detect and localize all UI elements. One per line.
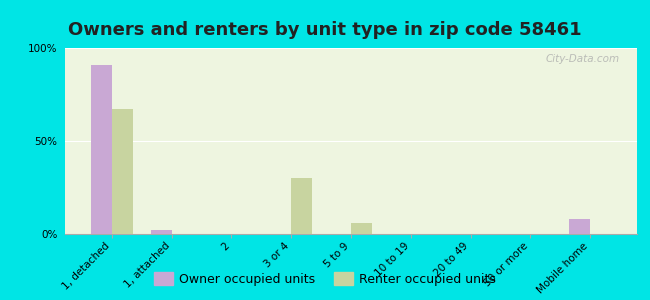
Bar [569,219,590,234]
Text: City-Data.com: City-Data.com [546,54,620,64]
Legend: Owner occupied units, Renter occupied units: Owner occupied units, Renter occupied un… [149,267,501,291]
Bar [351,223,372,234]
Bar [151,230,172,234]
Text: Owners and renters by unit type in zip code 58461: Owners and renters by unit type in zip c… [68,21,582,39]
Bar [91,65,112,234]
Bar [291,178,312,234]
Bar [112,110,133,234]
